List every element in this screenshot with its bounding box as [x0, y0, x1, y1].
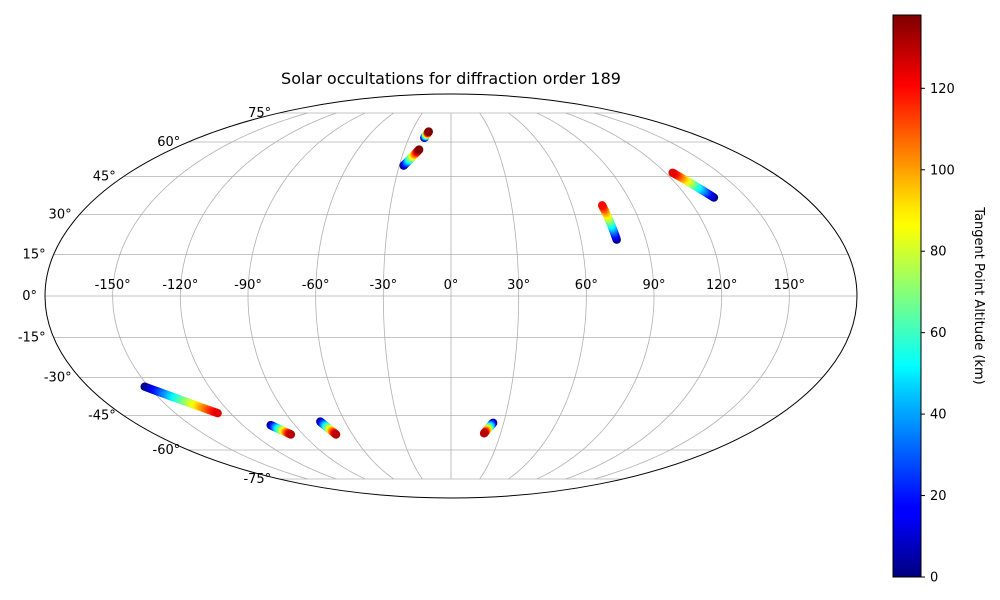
meridian-line [479, 112, 520, 480]
data-point [668, 168, 677, 177]
occultation-points [140, 127, 719, 439]
colorbar-tick-label: 20 [930, 489, 947, 504]
occultation-track [420, 127, 433, 142]
data-point [331, 430, 341, 439]
latitude-tick-label: 30° [49, 207, 72, 222]
meridian-line [594, 112, 790, 480]
colorbar-tick-label: 80 [930, 245, 947, 260]
longitude-tick-label: 120° [706, 278, 737, 293]
data-point [414, 145, 424, 154]
meridian-line [565, 112, 723, 480]
latitude-tick-label: -60° [153, 443, 181, 458]
data-point [213, 408, 222, 418]
latitude-tick-label: 0° [22, 289, 37, 304]
longitude-tick-label: -60° [302, 278, 330, 293]
occultation-track [597, 201, 621, 244]
latitude-tick-label: 60° [157, 135, 180, 150]
data-point [597, 201, 607, 210]
data-point [479, 429, 489, 438]
longitude-tick-label: -120° [162, 278, 198, 293]
colorbar [892, 14, 922, 578]
occultation-track [140, 382, 222, 418]
colorbar-tick-label: 40 [930, 408, 947, 423]
longitude-tick-label: -90° [234, 278, 262, 293]
occultation-track [479, 418, 498, 438]
occultation-track [399, 145, 424, 170]
occultation-track [266, 420, 296, 439]
meridian-line [247, 112, 366, 480]
longitude-tick-label: 60° [575, 278, 598, 293]
longitude-tick-label: -30° [369, 278, 397, 293]
longitude-tick-label: 30° [507, 278, 530, 293]
meridian-line [508, 112, 587, 480]
colorbar-tick-label: 100 [930, 163, 955, 178]
meridian-line [179, 112, 337, 480]
graticule [45, 112, 857, 480]
latitude-tick-label: -45° [88, 409, 116, 424]
latitude-tick-label: 75° [248, 106, 271, 121]
longitude-tick-label: 0° [444, 278, 459, 293]
colorbar-tick-label: 120 [930, 82, 955, 97]
longitude-tick-label: 150° [774, 278, 805, 293]
longitude-tick-label: 90° [642, 278, 665, 293]
data-point [286, 430, 296, 439]
latitude-tick-label: -15° [18, 330, 46, 345]
latitude-tick-labels: -75° -60° -45° -30° -15° 0° 15° 30° 45° 60° 75° [18, 106, 271, 487]
meridian-line [315, 112, 394, 480]
latitude-tick-label: 15° [23, 248, 46, 263]
occultation-track [668, 168, 719, 202]
longitude-tick-labels: -150° -120° -90° -60° -30° 0° 30° 60° 90° 120° 150… [95, 278, 805, 293]
colorbar-ticks: 0 20 40 60 80 100 120 [921, 82, 955, 586]
latitude-tick-label: -30° [44, 371, 72, 386]
colorbar-tick-label: 0 [930, 571, 938, 586]
colorbar-tick-label: 60 [930, 326, 947, 341]
longitude-tick-label: -150° [95, 278, 131, 293]
colorbar-label: Tangent Point Altitude (km) [971, 206, 986, 384]
meridian-line [536, 112, 655, 480]
map-boundary [44, 93, 858, 499]
meridian-line [112, 112, 308, 480]
latitude-tick-label: 45° [93, 169, 116, 184]
latitude-tick-label: -75° [243, 472, 271, 487]
chart-title: Solar occultations for diffraction order… [281, 69, 621, 88]
data-point [424, 127, 433, 136]
occultation-track [316, 417, 341, 439]
